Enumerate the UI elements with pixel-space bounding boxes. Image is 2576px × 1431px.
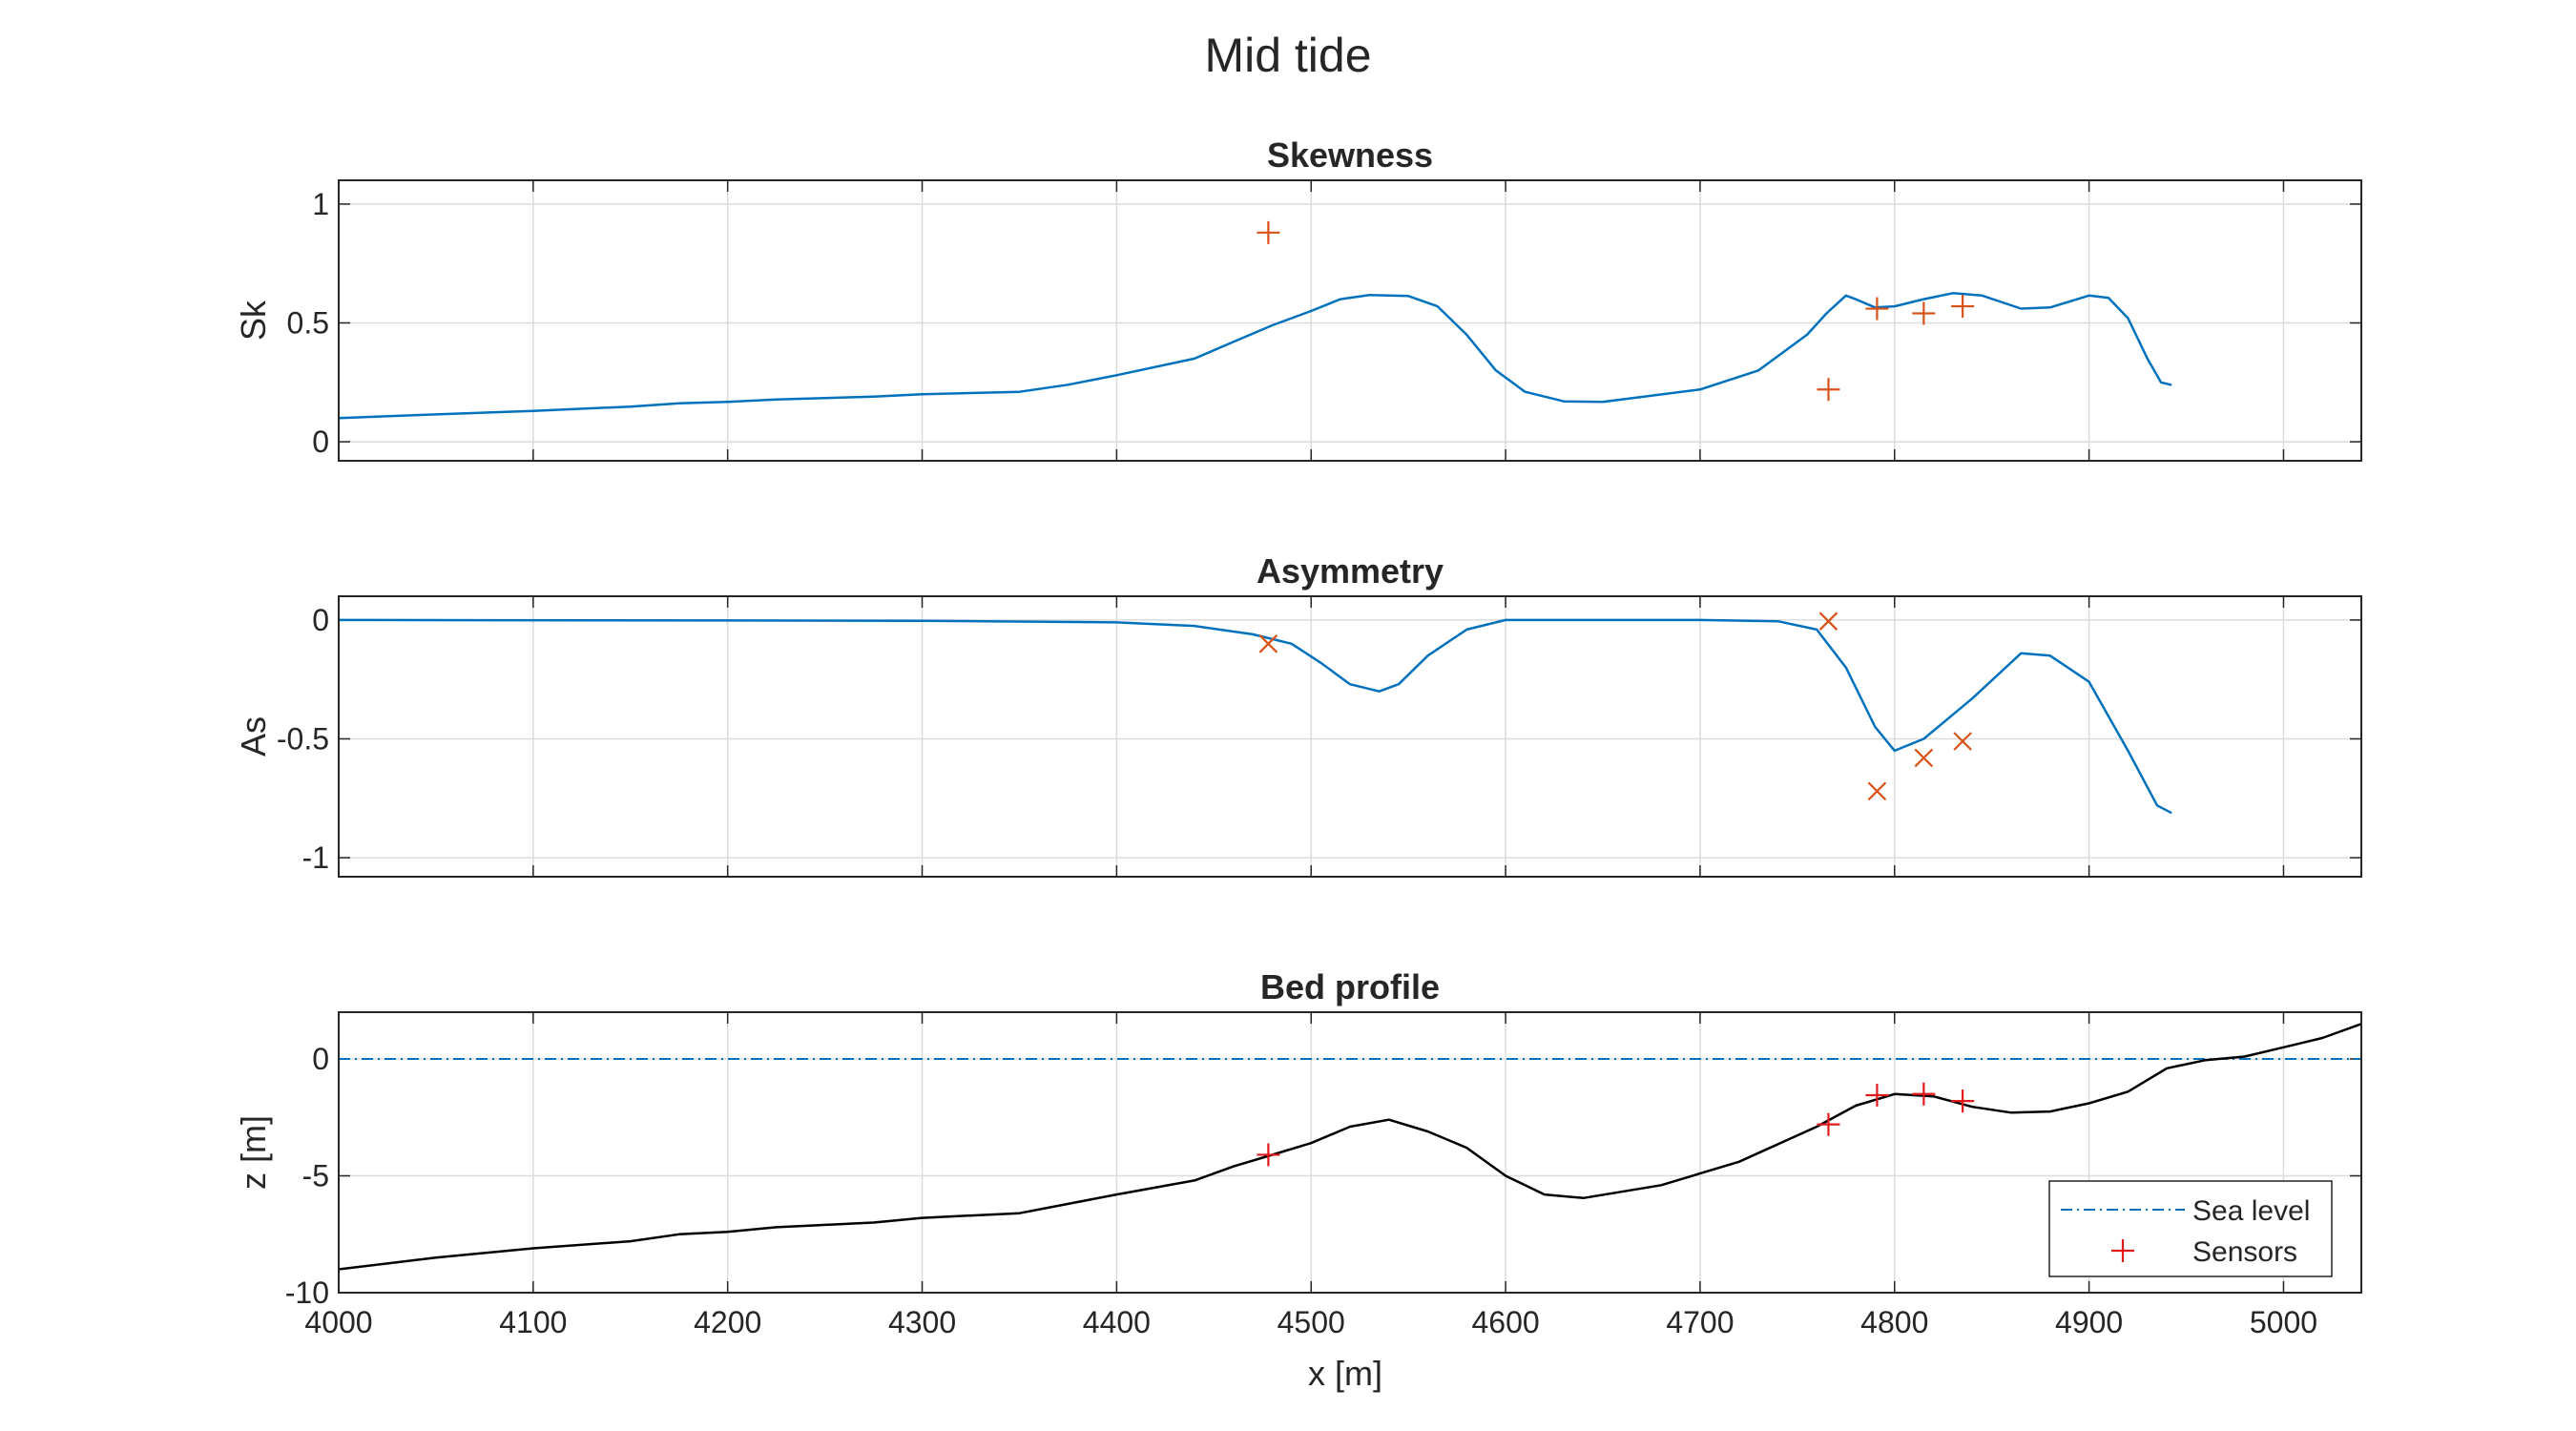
sensor-marker <box>1912 301 1936 325</box>
legend-label: Sea level <box>2192 1195 2310 1227</box>
x-tick-label: 4300 <box>888 1305 956 1339</box>
x-tick-label: 4700 <box>1666 1305 1734 1339</box>
y-tick-label: -0.5 <box>277 721 329 756</box>
sensor-marker <box>1817 378 1840 402</box>
x-tick-label: 4400 <box>1083 1305 1151 1339</box>
x-tick-label: 4100 <box>499 1305 567 1339</box>
plot-area <box>339 180 2361 461</box>
y-tick-label: 1 <box>312 187 329 221</box>
x-tick-label: 4600 <box>1471 1305 1539 1339</box>
plots: Skewness 0 0.5 1 Sk Asymmetry -1 -0.5 0 As Bed pro… <box>234 135 2362 1339</box>
axes-frame <box>338 1011 2362 1294</box>
x-tick-label: 4200 <box>694 1305 761 1339</box>
x-tick-label: 4000 <box>304 1305 372 1339</box>
x-axis-label: x [m] <box>1308 1354 1382 1393</box>
sensor-marker <box>1817 1112 1840 1136</box>
sensor-marker <box>1865 1083 1889 1107</box>
sensor-marker <box>1865 297 1889 321</box>
data-line <box>339 292 2172 420</box>
y-tick-label: 0 <box>312 425 329 459</box>
subplot-1: Skewness 0 0.5 1 Sk <box>234 135 2362 462</box>
y-axis-label: Sk <box>234 300 273 341</box>
sensor-marker <box>1953 732 1972 751</box>
subplot-2: Asymmetry -1 -0.5 0 As <box>234 551 2362 878</box>
series-group <box>339 612 2172 814</box>
x-tick-label: 4900 <box>2055 1305 2123 1339</box>
y-tick-label: 0 <box>312 603 329 637</box>
sensor-marker <box>1912 1082 1936 1106</box>
subplot-title: Skewness <box>1267 135 1433 175</box>
y-axis-label: z [m] <box>234 1115 273 1190</box>
x-tick-label: 4800 <box>1860 1305 1928 1339</box>
subplot-title: Bed profile <box>1260 967 1440 1006</box>
sensor-marker <box>1914 748 1934 768</box>
subplot-3: Bed profile -10 -5 0 4000 4100 4200 4300 4400 450… <box>234 967 2362 1339</box>
sensor-marker <box>1258 634 1278 653</box>
series-group <box>339 1023 2361 1271</box>
axes-frame <box>338 179 2362 462</box>
y-axis-label: As <box>234 716 273 757</box>
figure-title: Mid tide <box>1204 29 1371 82</box>
sensor-marker <box>1867 781 1887 801</box>
subplot-title: Asymmetry <box>1257 551 1444 591</box>
y-tick-label: -10 <box>285 1275 329 1310</box>
y-tick-label: 0 <box>312 1042 329 1076</box>
legend-label: Sensors <box>2192 1236 2297 1268</box>
sensor-marker <box>1951 1089 1975 1113</box>
series-group <box>339 220 2172 420</box>
y-tick-label: -5 <box>302 1159 329 1193</box>
legend-box <box>2048 1180 2333 1277</box>
plot-area <box>339 596 2361 877</box>
sensor-marker <box>1257 220 1280 244</box>
sensor-marker <box>1257 1143 1280 1167</box>
y-tick-label: -1 <box>302 840 329 875</box>
legend: Sea level Sensors <box>2048 1180 2333 1277</box>
y-tick-label: 0.5 <box>287 305 329 340</box>
data-line <box>339 618 2172 814</box>
axes-frame <box>338 595 2362 878</box>
sensor-marker <box>1951 295 1975 319</box>
sensor-marker <box>1818 612 1839 631</box>
x-tick-label: 5000 <box>2250 1305 2317 1339</box>
data-line <box>339 1023 2361 1271</box>
legend-sensors-swatch <box>2111 1239 2134 1262</box>
x-tick-label: 4500 <box>1278 1305 1345 1339</box>
